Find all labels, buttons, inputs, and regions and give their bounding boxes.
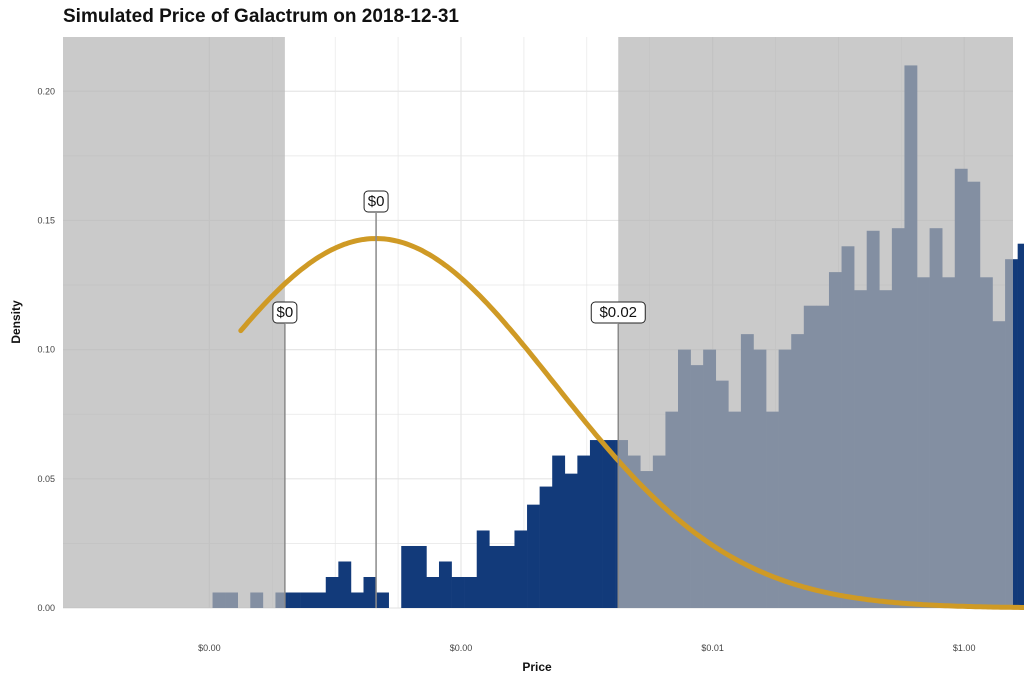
y-tick-label: 0.10: [37, 345, 55, 355]
histogram-bar: [325, 576, 339, 608]
histogram-bar: [602, 440, 616, 608]
shade-layer: [63, 37, 1013, 608]
shaded-region-left: [63, 37, 285, 608]
quantile-label: $0: [277, 304, 294, 321]
quantile-label: $0.02: [599, 304, 637, 321]
quantile-layer: [284, 213, 619, 608]
x-tick-label: $0.00: [450, 643, 473, 653]
y-axis-title: Density: [9, 300, 23, 344]
histogram-bar: [589, 440, 603, 608]
chart-title: Simulated Price of Galactrum on 2018-12-…: [63, 6, 459, 27]
histogram-bar: [426, 576, 440, 608]
y-tick-label: 0.20: [37, 86, 55, 96]
histogram-bar: [501, 545, 515, 608]
histogram-bar: [350, 592, 364, 608]
quantile-label: $0: [368, 193, 385, 210]
y-tick-label: 0.00: [37, 603, 55, 613]
histogram-bar: [376, 592, 389, 608]
quantile-label-box: [363, 190, 389, 213]
annotation-layer: $0 $0 $0.02: [272, 190, 646, 324]
histogram-bar: [552, 455, 566, 608]
histogram-bar: [338, 561, 352, 608]
histogram-bar: [514, 530, 528, 608]
x-tick-label: $0.00: [198, 643, 221, 653]
y-tick-label: 0.15: [37, 215, 55, 225]
histogram-bar: [464, 576, 478, 608]
x-tick-label: $1.00: [953, 643, 976, 653]
histogram-bar: [577, 455, 591, 608]
x-axis-title: Price: [522, 660, 552, 674]
y-tick-label: 0.05: [37, 474, 55, 484]
histogram-bar: [413, 545, 427, 608]
quantile-label-box: [590, 301, 646, 324]
histogram-bar: [438, 561, 452, 608]
histogram-bar: [313, 592, 327, 608]
histogram-bar: [489, 545, 503, 608]
histogram-bar: [401, 545, 415, 608]
histogram-bar: [363, 576, 377, 608]
histogram-bar: [451, 576, 465, 608]
histogram-bar: [527, 504, 540, 608]
x-tick-label: $0.01: [701, 643, 724, 653]
histogram-bar: [300, 592, 314, 608]
density-curve: [238, 235, 1024, 610]
quantile-label-box: [272, 301, 298, 324]
histogram-bar: [539, 486, 553, 608]
histogram-bar: [288, 592, 301, 608]
curve-layer: [238, 235, 1024, 610]
shaded-region-right: [618, 37, 1013, 608]
histogram-bar: [1017, 243, 1024, 608]
histogram-bar: [476, 530, 490, 608]
axis-layer: 0.00 0.05 0.10 0.15 0.20 $0.00 $0.00 $0.01 $1.00…: [9, 86, 975, 674]
histogram-bar: [564, 473, 578, 608]
